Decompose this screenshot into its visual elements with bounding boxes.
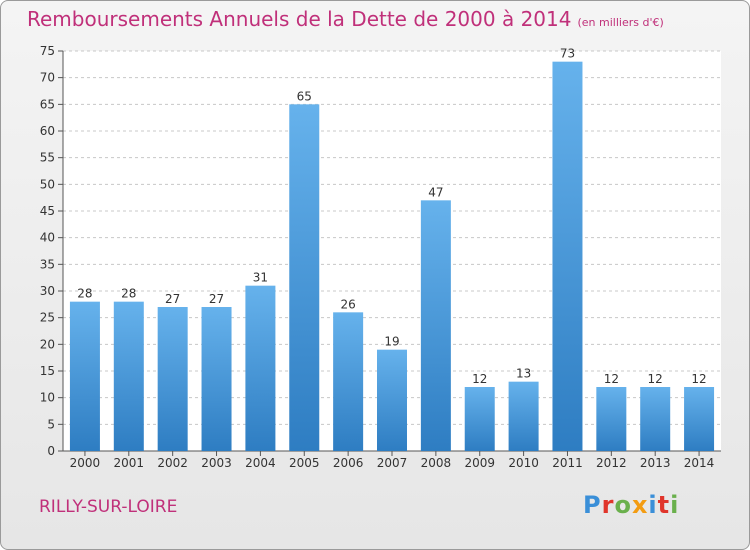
bar-value-label: 12 (604, 372, 619, 386)
bar-value-label: 12 (691, 372, 706, 386)
bar-value-label: 19 (384, 335, 399, 349)
y-tick-label: 65 (40, 97, 55, 111)
bar (420, 200, 451, 451)
bar (464, 387, 495, 451)
bar (684, 387, 715, 451)
y-tick-label: 70 (40, 71, 55, 85)
y-tick-label: 5 (47, 417, 55, 431)
bar-value-label: 26 (340, 297, 355, 311)
logo-letter: t (657, 491, 671, 519)
logo-letter: r (601, 491, 615, 519)
bar-value-label: 28 (121, 287, 136, 301)
bar (289, 104, 320, 451)
x-tick-label: 2007 (377, 456, 408, 470)
x-tick-label: 2009 (464, 456, 495, 470)
bar (333, 312, 364, 451)
bar-value-label: 12 (472, 372, 487, 386)
y-tick-label: 30 (40, 284, 55, 298)
y-tick-label: 55 (40, 151, 55, 165)
y-tick-label: 35 (40, 257, 55, 271)
bar (596, 387, 627, 451)
x-tick-label: 2010 (508, 456, 539, 470)
x-tick-label: 2003 (201, 456, 232, 470)
y-tick-label: 20 (40, 337, 55, 351)
y-tick-label: 10 (40, 391, 55, 405)
bar-value-label: 31 (253, 271, 268, 285)
bar (69, 301, 100, 451)
x-tick-label: 2004 (245, 456, 276, 470)
proxiti-logo: Proxiti (583, 491, 679, 519)
y-tick-label: 40 (40, 231, 55, 245)
bar-value-label: 47 (428, 185, 443, 199)
bar-value-label: 27 (165, 292, 180, 306)
logo-letter: P (583, 491, 602, 519)
bar-value-label: 28 (77, 287, 92, 301)
x-tick-label: 2005 (289, 456, 320, 470)
bar (201, 307, 232, 451)
bar (508, 381, 539, 451)
x-tick-label: 2014 (684, 456, 715, 470)
bar (377, 349, 407, 451)
y-tick-label: 50 (40, 177, 55, 191)
logo-letter: i (648, 491, 658, 519)
y-tick-label: 15 (40, 364, 55, 378)
y-tick-label: 60 (40, 124, 55, 138)
logo-letter: o (614, 491, 632, 519)
y-tick-label: 45 (40, 204, 55, 218)
x-tick-label: 2008 (421, 456, 452, 470)
bar (552, 61, 583, 452)
bar (157, 307, 188, 451)
bar-value-label: 12 (648, 372, 663, 386)
bar (245, 285, 276, 451)
bar-value-label: 27 (209, 292, 224, 306)
logo-letter: i (670, 491, 680, 519)
bar-value-label: 73 (560, 47, 575, 61)
commune-name: RILLY-SUR-LOIRE (39, 497, 178, 517)
bar (640, 387, 671, 451)
bar-value-label: 13 (516, 367, 531, 381)
x-tick-label: 2011 (552, 456, 583, 470)
x-tick-label: 2002 (157, 456, 188, 470)
chart-title: Remboursements Annuels de la Dette de 20… (27, 7, 664, 31)
x-tick-label: 2001 (114, 456, 145, 470)
x-tick-label: 2013 (640, 456, 671, 470)
y-tick-label: 75 (40, 44, 55, 58)
logo-letter: x (631, 491, 649, 519)
x-tick-label: 2012 (596, 456, 627, 470)
x-tick-label: 2006 (333, 456, 364, 470)
chart-subtitle: (en milliers d'€) (577, 16, 664, 29)
bar (113, 301, 144, 451)
bar-value-label: 65 (297, 89, 312, 103)
x-tick-label: 2000 (70, 456, 101, 470)
y-tick-label: 0 (47, 444, 55, 458)
y-tick-label: 25 (40, 311, 55, 325)
chart-title-text: Remboursements Annuels de la Dette de 20… (27, 7, 572, 31)
